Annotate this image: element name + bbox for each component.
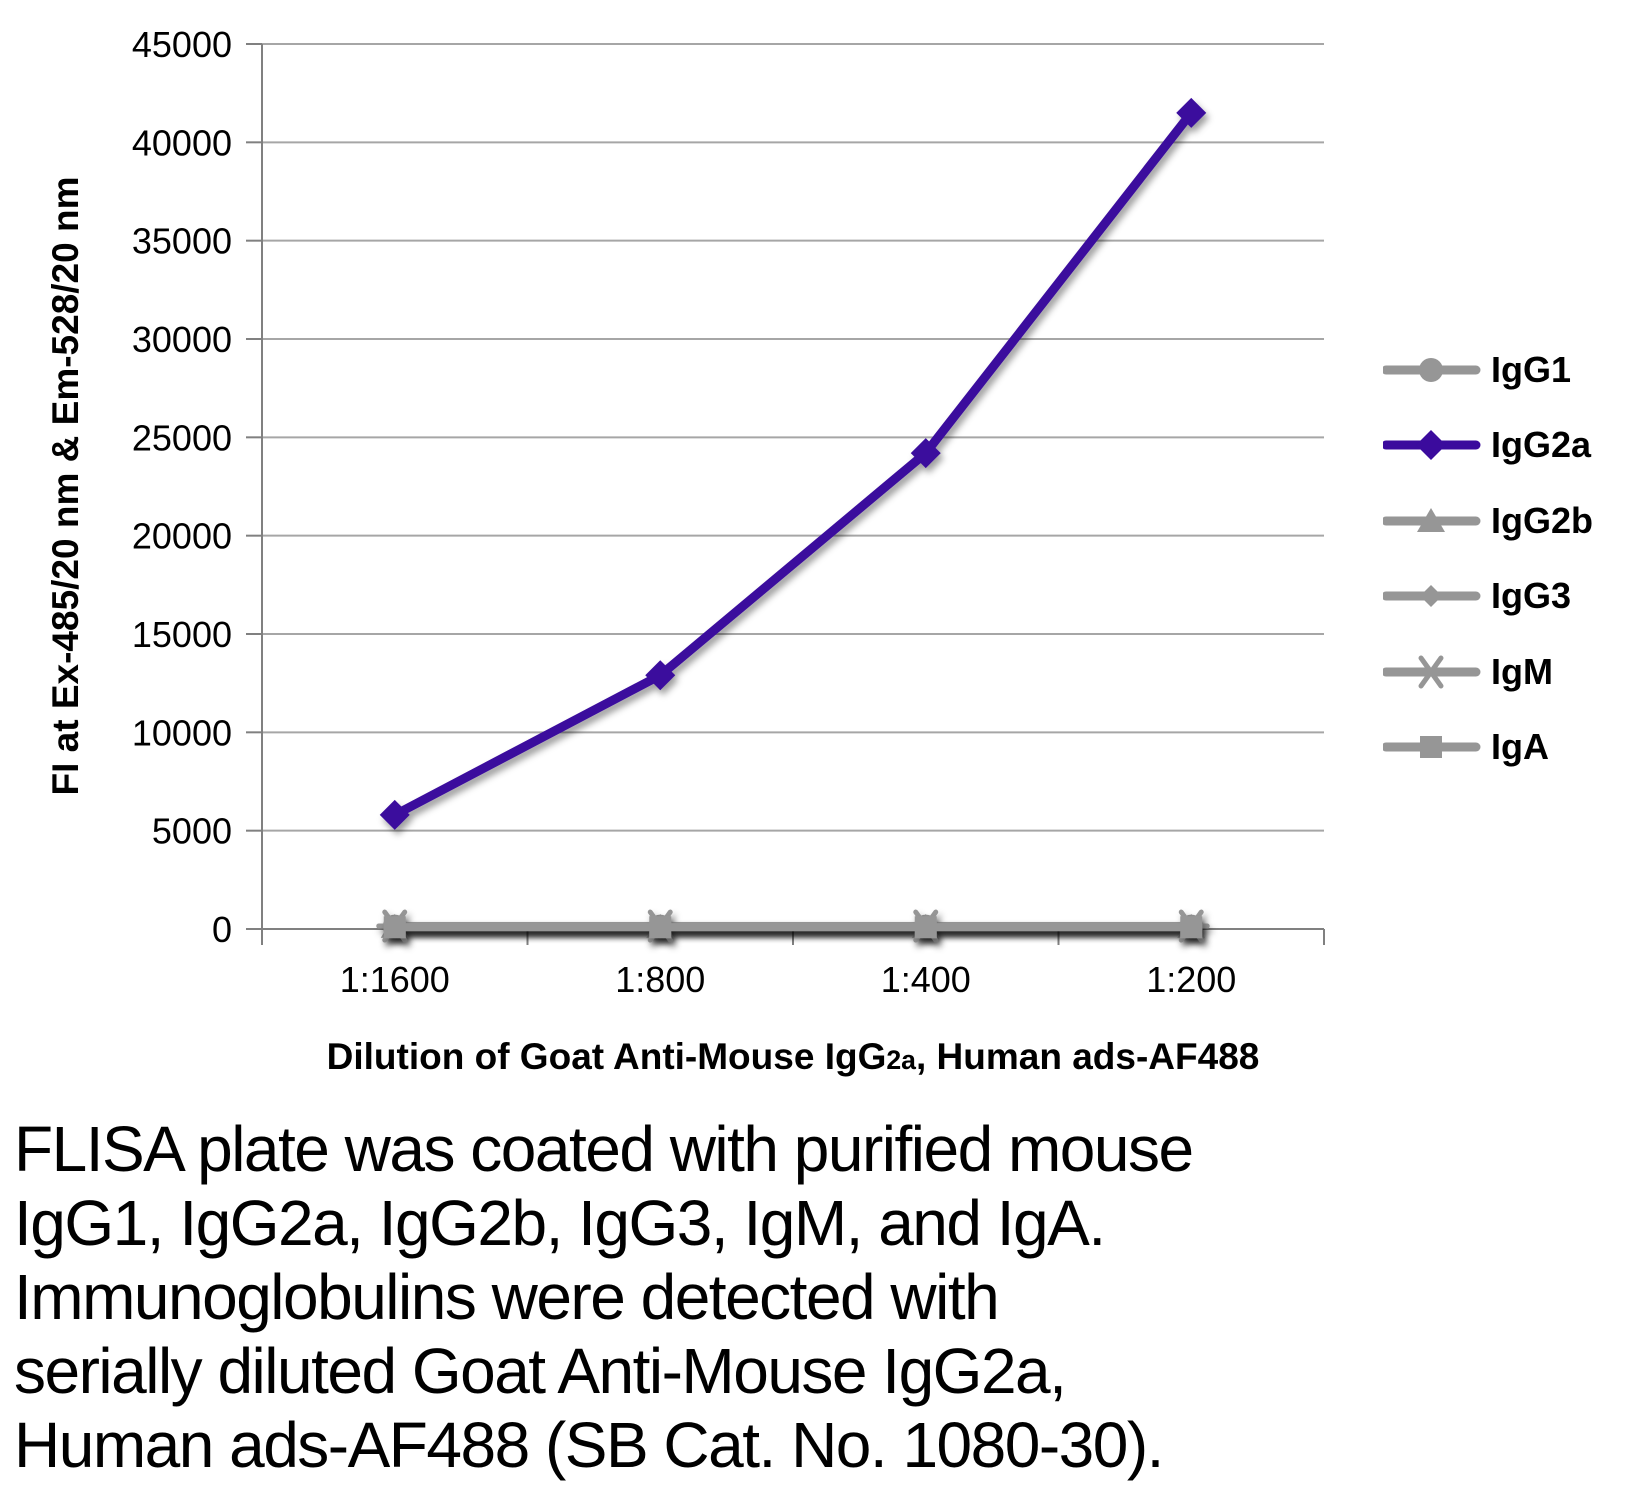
legend-item-iga: IgA — [1383, 710, 1593, 786]
marker-IgG2a-2 — [910, 438, 941, 469]
figure-caption: FLISA plate was coated with purified mou… — [14, 1112, 1194, 1482]
legend-label: IgG2a — [1491, 424, 1592, 466]
legend: IgG1 IgG2a IgG2b IgG3 IgM IgA — [1383, 332, 1593, 785]
y-tick-label: 45000 — [132, 24, 232, 65]
series-line-IgG2a — [390, 108, 1196, 820]
legend-marker-igg3-icon — [1383, 585, 1481, 608]
y-tick-label: 10000 — [132, 712, 232, 753]
caption-line: Human ads-AF488 (SB Cat. No. 1080-30). — [14, 1409, 1164, 1481]
flisa-line-chart: 0 5000 10000 15000 20000 25000 30000 35000 40000… — [132, 24, 1325, 1000]
marker-IgA-2 — [914, 916, 937, 939]
caption-line: IgG1, IgG2a, IgG2b, IgG3, IgM, and IgA. — [14, 1187, 1106, 1259]
y-tick-label: 20000 — [132, 516, 232, 557]
y-tick-label: 5000 — [152, 811, 232, 852]
legend-marker-igg2a-icon — [1383, 430, 1481, 461]
marker-IgA-3 — [1180, 916, 1203, 939]
legend-item-igg3: IgG3 — [1383, 559, 1593, 635]
caption-line: FLISA plate was coated with purified mou… — [14, 1113, 1194, 1185]
x-axis-title: Dilution of Goat Anti-Mouse IgG2a, Human… — [262, 1036, 1324, 1078]
legend-label: IgM — [1491, 650, 1553, 692]
legend-label: IgG1 — [1491, 348, 1572, 390]
y-tick-label: 40000 — [132, 122, 232, 163]
legend-item-igg2a: IgG2a — [1383, 408, 1593, 484]
legend-item-igg2b: IgG2b — [1383, 483, 1593, 559]
x-tick-label: 1:1600 — [340, 959, 450, 1000]
legend-marker-IgG2b — [1417, 507, 1445, 532]
y-tick-label: 0 — [212, 909, 232, 950]
legend-item-igg1: IgG1 — [1383, 332, 1593, 408]
x-axis-title-subscript: 2a — [886, 1045, 916, 1075]
legend-label: IgA — [1491, 726, 1549, 768]
y-tick-label: 25000 — [132, 417, 232, 458]
series-IgA — [383, 916, 1203, 939]
marker-IgA-1 — [649, 916, 672, 939]
y-tick-label: 35000 — [132, 221, 232, 262]
legend-label: IgG3 — [1491, 575, 1572, 617]
legend-marker-IgG2a — [1416, 430, 1446, 461]
legend-marker-IgA — [1420, 736, 1442, 759]
x-tick-label: 1:400 — [881, 959, 971, 1000]
marker-IgA-0 — [383, 916, 406, 939]
caption-line: serially diluted Goat Anti-Mouse IgG2a, — [14, 1335, 1067, 1407]
legend-marker-igm-icon — [1383, 655, 1481, 689]
marker-IgG2a-3 — [1176, 97, 1207, 128]
marker-IgG2a-0 — [379, 799, 410, 830]
legend-marker-IgM-spoke — [1418, 655, 1444, 689]
legend-marker-IgM — [1412, 655, 1450, 689]
series-IgG2a — [379, 97, 1207, 830]
x-axis-title-rest: , Human ads-AF488 — [915, 1036, 1260, 1077]
legend-marker-iga-icon — [1383, 736, 1481, 759]
legend-label: IgG2b — [1491, 499, 1594, 541]
legend-marker-IgG3 — [1420, 585, 1442, 608]
marker-IgG2a-1 — [645, 660, 676, 691]
x-tick-label: 1:800 — [615, 959, 705, 1000]
legend-item-igm: IgM — [1383, 634, 1593, 710]
x-tick-label: 1:200 — [1146, 959, 1236, 1000]
y-axis-title: FI at Ex-485/20 nm & Em-528/20 nm — [45, 176, 86, 796]
y-tick-label: 30000 — [132, 319, 232, 360]
legend-marker-igg1-icon — [1383, 357, 1481, 382]
legend-marker-igg2b-icon — [1383, 507, 1481, 532]
caption-line: Immunoglobulins were detected with — [14, 1261, 1000, 1333]
legend-marker-IgG1 — [1419, 357, 1443, 382]
x-axis-title-main: Dilution of Goat Anti-Mouse IgG — [326, 1036, 887, 1077]
y-tick-label: 15000 — [132, 614, 232, 655]
